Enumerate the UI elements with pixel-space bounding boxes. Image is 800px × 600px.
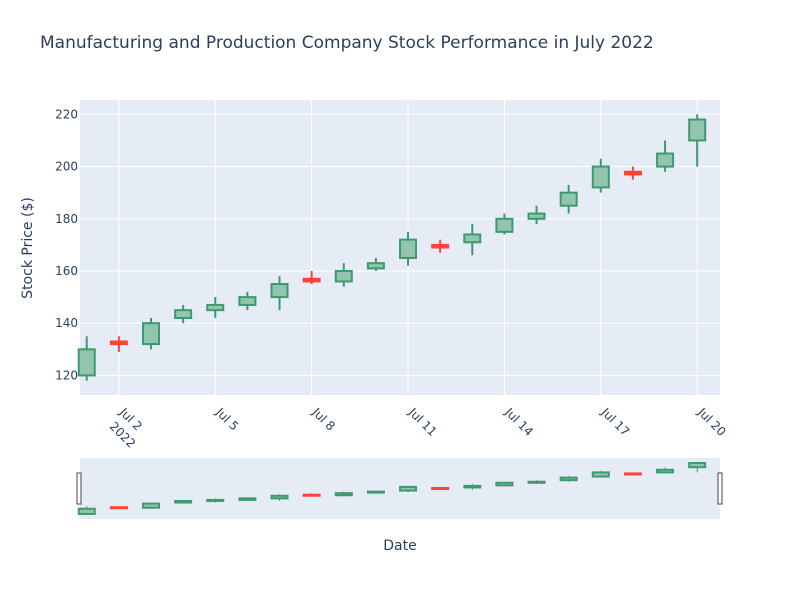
slider-candle-body xyxy=(109,506,128,510)
x-tick-label: Jul 11 xyxy=(405,405,439,439)
slider-candle-body xyxy=(77,507,96,515)
candle-body xyxy=(656,152,675,168)
candle-body xyxy=(688,118,707,142)
candle-body xyxy=(463,233,482,244)
x-tick-label: Jul 8 xyxy=(309,405,338,434)
slider-candle-body xyxy=(495,481,514,487)
candle-body xyxy=(238,296,257,306)
x-tick-label: Jul 17 xyxy=(598,405,632,439)
slider-candle-body xyxy=(302,493,321,497)
slider-candle-body xyxy=(206,498,225,502)
y-tick-label: 220 xyxy=(55,107,78,121)
range-slider-right-handle[interactable] xyxy=(717,472,723,505)
y-tick-label: 200 xyxy=(55,160,78,174)
candle-body xyxy=(302,277,321,283)
candle-body xyxy=(591,165,610,189)
candle-body xyxy=(495,217,514,233)
slider-candle-body xyxy=(527,480,546,484)
slider-candle-body xyxy=(238,497,257,501)
y-tick-label: 180 xyxy=(55,212,78,226)
slider-candle-body xyxy=(399,485,418,492)
slider-candle-body xyxy=(656,468,675,474)
candles-layer xyxy=(77,114,707,381)
slider-candle-body xyxy=(591,471,610,478)
x-tick-label: Jul 5 xyxy=(212,405,241,434)
range-slider-candles xyxy=(77,462,707,515)
candle-body xyxy=(142,322,161,346)
slider-candle-body xyxy=(688,462,707,469)
candle-body xyxy=(109,340,128,346)
x-tick-label: Jul 14 xyxy=(502,405,536,439)
candle-body xyxy=(399,238,418,259)
y-tick-label: 160 xyxy=(55,264,78,278)
y-axis-ticks: 120 140 160 180 200 220 xyxy=(55,107,78,382)
candle-body xyxy=(174,309,193,319)
y-tick-label: 120 xyxy=(55,368,78,382)
range-slider-left-handle[interactable] xyxy=(76,472,82,505)
chart-title: Manufacturing and Production Company Sto… xyxy=(40,33,654,53)
slider-candle-body xyxy=(142,502,161,509)
candle-body xyxy=(527,212,546,220)
grid-layer xyxy=(80,100,720,395)
slider-candle-body xyxy=(431,486,450,490)
candle-body xyxy=(77,348,96,377)
slider-candle-body xyxy=(270,494,289,500)
candle-body xyxy=(270,283,289,299)
candle-body xyxy=(206,303,225,312)
slider-candle-body xyxy=(559,476,578,482)
slider-candle-body xyxy=(623,472,642,476)
slider-candle-body xyxy=(174,499,193,504)
candle-body xyxy=(559,191,578,207)
slider-candle-body xyxy=(366,490,385,494)
x-axis-label: Date xyxy=(383,538,417,554)
candle-body xyxy=(366,262,385,270)
candle-body xyxy=(623,170,642,176)
slider-candle-body xyxy=(463,484,482,489)
slider-candle-body xyxy=(334,492,353,497)
x-tick-label: Jul 20 xyxy=(694,405,728,439)
y-tick-label: 140 xyxy=(55,316,78,330)
candle-body xyxy=(431,243,450,249)
candle-body xyxy=(334,269,353,283)
